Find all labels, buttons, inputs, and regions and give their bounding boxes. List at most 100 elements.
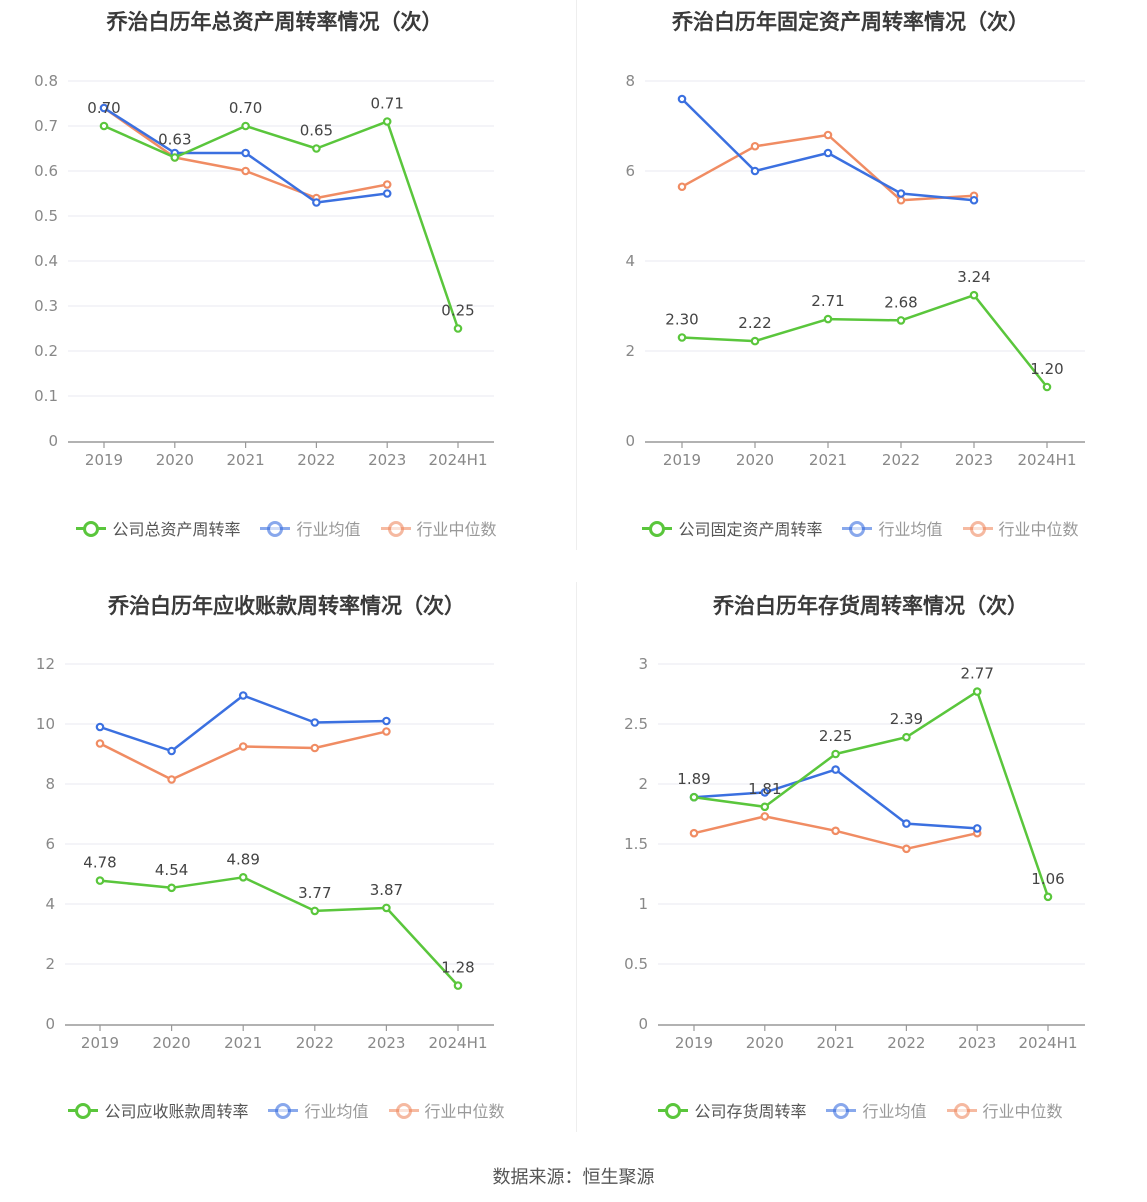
data-label: 2.30 (665, 311, 698, 329)
legend-marker-icon (962, 521, 993, 537)
legend-label: 行业均值 (304, 1102, 369, 1121)
data-point-company (972, 687, 982, 696)
x-tick-label: 2021 (817, 1034, 855, 1052)
data-label: 3.77 (298, 884, 331, 902)
data-point-median (760, 812, 770, 821)
legend-marker-icon (658, 1103, 689, 1119)
y-tick-label: 2 (638, 775, 648, 793)
x-tick-label: 2019 (81, 1034, 119, 1052)
y-tick-label: 0.5 (624, 955, 648, 973)
legend-label: 公司固定资产周转率 (678, 520, 823, 539)
legend-label: 行业中位数 (424, 1102, 505, 1121)
data-point-company (99, 121, 109, 131)
legend-marker-icon (388, 1103, 419, 1119)
x-tick-label: 2022 (297, 451, 335, 469)
x-tick-label: 2023 (367, 1034, 405, 1052)
y-tick-label: 0.7 (34, 117, 58, 135)
chart-plot: 0 2 4 6 8 2019 2020 2021 2022 2023 2024H1 2.30 2.22 2… (625, 72, 1085, 469)
x-tick-label: 2024H1 (1019, 1034, 1078, 1052)
x-tick-label: 2021 (227, 451, 265, 469)
y-tick-label: 8 (45, 775, 55, 793)
chart-plot: 0 0.5 1 1.5 2 2.5 3 2019 2020 2021 2022 2023 2024H1 1… (624, 655, 1085, 1052)
legend-item-avg[interactable]: 行业均值 (260, 516, 361, 540)
y-tick-label: 4 (625, 252, 635, 270)
chart-title: 乔治白历年总资产周转率情况（次） (106, 10, 443, 34)
y-tick-label: 0 (45, 1015, 55, 1033)
data-point-avg (969, 195, 979, 205)
data-point-median (382, 180, 392, 189)
legend-label: 行业中位数 (982, 1102, 1063, 1121)
data-point-median (238, 742, 248, 751)
legend-item-median[interactable]: 行业中位数 (380, 516, 497, 540)
legend-label: 行业均值 (878, 520, 943, 539)
data-point-avg (241, 148, 250, 158)
legend-item-avg[interactable]: 行业均值 (842, 516, 943, 540)
data-point-median (823, 130, 833, 140)
chart-panel-fixed-asset-turnover: 乔治白历年固定资产周转率情况（次） 0 2 4 6 8 2019 2020 2021 2022 2… (574, 0, 1147, 580)
x-tick-label: 2019 (85, 451, 123, 469)
y-tick-label: 3 (638, 655, 648, 673)
legend-item-avg[interactable]: 行业均值 (826, 1098, 927, 1122)
x-tick-label: 2023 (368, 451, 406, 469)
series-line-median (681, 133, 975, 202)
x-tick-label: 2024H1 (1018, 451, 1077, 469)
legend-item-median[interactable]: 行业中位数 (388, 1098, 505, 1122)
data-point-company (382, 903, 391, 913)
series-line-avg (693, 768, 978, 830)
series-line-company (99, 876, 459, 987)
legend-item-company[interactable]: 公司应收账款周转率 (68, 1098, 248, 1122)
data-point-median (677, 182, 687, 192)
data-point-median (241, 166, 250, 176)
data-point-median (95, 739, 105, 748)
data-point-company (689, 792, 699, 802)
data-point-avg (760, 788, 770, 797)
data-label: 3.87 (370, 881, 403, 899)
y-tick-label: 1.5 (624, 835, 648, 853)
data-label: 1.20 (1030, 360, 1063, 378)
legend-item-median[interactable]: 行业中位数 (946, 1098, 1063, 1122)
x-tick-label: 2021 (224, 1034, 262, 1052)
data-point-company (312, 144, 321, 153)
data-point-median (310, 743, 320, 753)
data-label: 2.71 (811, 292, 844, 310)
data-point-company (750, 336, 760, 346)
legend-item-avg[interactable]: 行业均值 (268, 1098, 369, 1122)
legend-item-company[interactable]: 公司固定资产周转率 (642, 516, 822, 540)
data-point-avg (677, 94, 687, 104)
y-tick-label: 2 (45, 955, 55, 973)
legend-item-company[interactable]: 公司总资产周转率 (76, 516, 240, 540)
legend-item-median[interactable]: 行业中位数 (962, 516, 1079, 540)
data-point-company (453, 981, 463, 990)
legend-marker-icon (76, 521, 107, 537)
data-label: 4.78 (83, 854, 116, 872)
y-tick-label: 0.3 (34, 297, 58, 315)
data-point-avg (310, 718, 320, 727)
data-point-avg (831, 765, 840, 774)
chart-panel-total-asset-turnover: 乔治白历年总资产周转率情况（次） 0 0.1 0.2 0.3 0.4 0.5 0.6 0.7 0… (0, 0, 573, 580)
data-point-avg (896, 189, 906, 198)
legend-label: 行业中位数 (416, 520, 497, 539)
chart-panel-receivables-turnover: 乔治白历年应收账款周转率情况（次） 0 2 4 6 8 10 12 2019 2020 2021 2… (0, 582, 573, 1162)
data-label: 4.54 (155, 861, 188, 879)
data-label: 4.89 (226, 850, 259, 868)
data-point-median (167, 775, 176, 784)
data-point-avg (238, 691, 248, 700)
y-tick-label: 0.5 (34, 207, 58, 225)
data-point-avg (972, 824, 982, 833)
legend-label: 公司总资产周转率 (112, 520, 241, 539)
chart-legend: 公司固定资产周转率 行业均值 行业中位数 (574, 516, 1147, 540)
data-point-company (1043, 892, 1053, 902)
data-point-avg (167, 746, 176, 756)
data-label: 0.63 (158, 131, 191, 149)
data-point-avg (99, 103, 109, 113)
x-tick-label: 2024H1 (429, 451, 488, 469)
data-point-company (310, 906, 320, 916)
data-point-company (95, 876, 105, 885)
data-point-avg (312, 198, 321, 207)
legend-item-company[interactable]: 公司存货周转率 (658, 1098, 806, 1122)
y-tick-label: 6 (625, 162, 635, 180)
x-tick-label: 2020 (746, 1034, 784, 1052)
x-tick-label: 2022 (887, 1034, 925, 1052)
series-line-company (693, 690, 1050, 898)
y-tick-label: 4 (45, 895, 55, 913)
